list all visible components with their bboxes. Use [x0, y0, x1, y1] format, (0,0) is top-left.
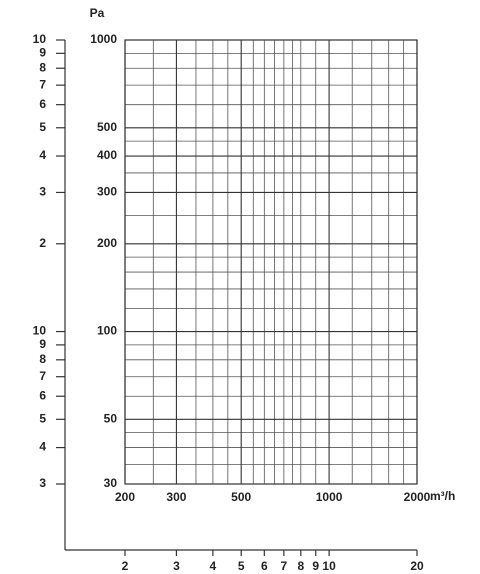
y2-tick-label: 7	[39, 77, 46, 91]
y-axis-label: Pa	[90, 6, 105, 20]
x2-tick-label: 3	[173, 559, 180, 573]
x2-tick-label: 6	[261, 559, 268, 573]
x2-tick-label: 2	[122, 559, 129, 573]
y2-tick-label: 3	[39, 185, 46, 199]
x2-tick-label: 7	[281, 559, 288, 573]
x-tick-label: 200	[115, 490, 135, 504]
y2-tick-label: 7	[39, 369, 46, 383]
y2-tick-label: 10	[33, 32, 47, 46]
y2-tick-label: 8	[39, 352, 46, 366]
y2-tick-label: 4	[39, 148, 46, 162]
y-tick-label: 1000	[90, 32, 117, 46]
plot-frame	[124, 39, 418, 485]
y2-tick-label: 2	[39, 236, 46, 250]
y2-tick-label: 3	[39, 476, 46, 490]
y-tick-label: 300	[97, 185, 117, 199]
y-tick-label: 500	[97, 120, 117, 134]
y2-tick-label: 9	[39, 46, 46, 60]
y-tick-label: 30	[104, 476, 118, 490]
y2-tick-label: 4	[39, 440, 46, 454]
x2-tick-label: 4	[210, 559, 217, 573]
x-tick-label: 500	[231, 490, 251, 504]
y2-tick-label: 6	[39, 388, 46, 402]
y-tick-label: 400	[97, 148, 117, 162]
y-tick-label: 100	[97, 324, 117, 338]
x-tick-label: 300	[166, 490, 186, 504]
y2-tick-label: 5	[39, 120, 46, 134]
y2-tick-label: 10	[33, 324, 47, 338]
x-tick-label: 1000	[316, 490, 343, 504]
y2-tick-label: 6	[39, 97, 46, 111]
x2-tick-label: 20	[410, 559, 424, 573]
x2-tick-label: 5	[238, 559, 245, 573]
x-axis-label: m³/h	[430, 489, 455, 503]
y2-tick-label: 5	[39, 411, 46, 425]
x2-tick-label: 10	[322, 559, 336, 573]
x-tick-label: 2000	[404, 490, 431, 504]
y2-tick-label: 9	[39, 337, 46, 351]
x2-tick-label: 8	[297, 559, 304, 573]
y-tick-label: 50	[104, 411, 118, 425]
y2-tick-label: 8	[39, 60, 46, 74]
y-tick-label: 200	[97, 236, 117, 250]
x2-tick-label: 9	[312, 559, 319, 573]
